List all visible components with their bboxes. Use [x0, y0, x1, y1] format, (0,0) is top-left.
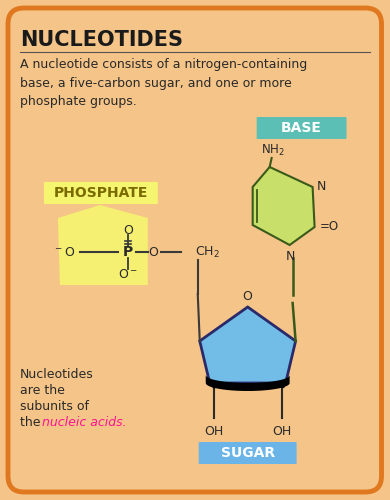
FancyBboxPatch shape [8, 8, 381, 492]
Text: N: N [317, 180, 326, 194]
Text: OH: OH [272, 425, 291, 438]
Text: nucleic acids.: nucleic acids. [42, 416, 127, 429]
Text: Nucleotides: Nucleotides [20, 368, 94, 381]
Text: $\mathregular{NH_2}$: $\mathregular{NH_2}$ [261, 142, 285, 158]
Text: P: P [123, 245, 133, 259]
Text: PHOSPHATE: PHOSPHATE [54, 186, 148, 200]
Text: =O: =O [319, 220, 339, 234]
Text: $\mathregular{O^-}$: $\mathregular{O^-}$ [118, 268, 138, 280]
Polygon shape [200, 307, 296, 383]
Text: OH: OH [204, 425, 223, 438]
Text: NUCLEOTIDES: NUCLEOTIDES [20, 30, 183, 50]
Text: subunits of: subunits of [20, 400, 89, 413]
Polygon shape [206, 375, 290, 391]
Text: the: the [20, 416, 44, 429]
Polygon shape [253, 167, 315, 245]
Text: BASE: BASE [281, 121, 322, 135]
Text: O: O [243, 290, 253, 303]
FancyBboxPatch shape [44, 182, 158, 204]
Text: N: N [286, 250, 295, 263]
Text: SUGAR: SUGAR [221, 446, 275, 460]
FancyBboxPatch shape [257, 117, 347, 139]
Text: O: O [123, 224, 133, 236]
Text: $\mathregular{CH_2}$: $\mathregular{CH_2}$ [195, 244, 220, 260]
Text: are the: are the [20, 384, 65, 397]
Text: O: O [148, 246, 158, 258]
Polygon shape [58, 205, 148, 285]
Text: A nucleotide consists of a nitrogen-containing
base, a five-carbon sugar, and on: A nucleotide consists of a nitrogen-cont… [20, 58, 307, 108]
Text: $\mathregular{^-O}$: $\mathregular{^-O}$ [53, 246, 75, 258]
FancyBboxPatch shape [199, 442, 297, 464]
